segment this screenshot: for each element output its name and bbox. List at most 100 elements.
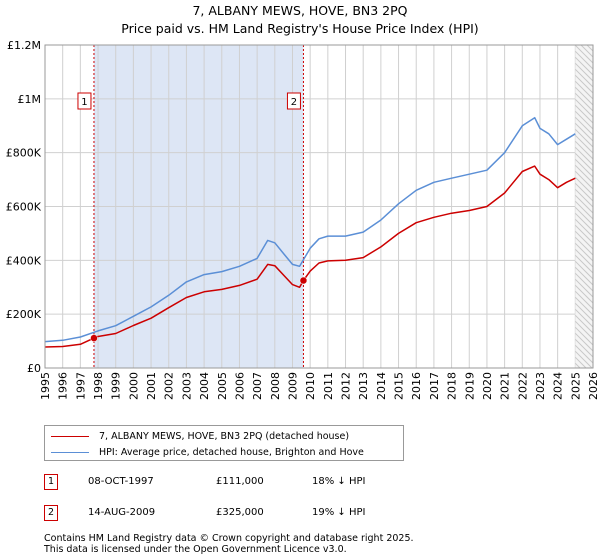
x-tick-label: 2016	[410, 372, 423, 400]
legend: 7, ALBANY MEWS, HOVE, BN3 2PQ (detached …	[44, 425, 404, 461]
hatch-line	[574, 350, 593, 369]
hatch-line	[574, 248, 594, 268]
hatch-line	[574, 158, 594, 178]
x-tick-label: 2026	[587, 372, 600, 400]
sale-points	[90, 276, 308, 342]
y-tick-label: £600K	[6, 201, 42, 214]
hatch-line	[574, 266, 594, 286]
hatch-line	[574, 116, 594, 136]
x-tick-label: 2025	[569, 372, 582, 400]
hatch-line	[574, 62, 594, 82]
hatch-line	[574, 140, 594, 160]
hatch-line	[574, 332, 594, 352]
x-tick-label: 2024	[552, 372, 565, 400]
hpi-series-line	[44, 116, 576, 343]
x-tick-label: 2021	[499, 372, 512, 400]
hatch-region	[574, 44, 594, 369]
legend-item-hpi: HPI: Average price, detached house, Brig…	[51, 444, 364, 460]
hatch-line	[574, 260, 594, 280]
x-tick-label: 2020	[481, 372, 494, 400]
hatch-line	[574, 110, 594, 130]
transaction-row: 2 14-AUG-2009 £325,000 19% ↓ HPI	[44, 505, 444, 525]
hatch-line	[574, 122, 594, 142]
hatch-line	[574, 242, 594, 262]
hatch-line	[574, 98, 594, 118]
y-tick-label: £200K	[6, 308, 42, 321]
hatch-line	[586, 44, 594, 52]
hatch-line	[574, 134, 594, 154]
x-tick-label: 2013	[357, 372, 370, 400]
hatch-line	[574, 356, 587, 369]
footer-line2: This data is licensed under the Open Gov…	[44, 544, 347, 555]
x-tick-label: 2018	[446, 372, 459, 400]
x-tick-label: 2004	[198, 372, 211, 400]
hatch-line	[574, 188, 594, 208]
hatch-line	[574, 92, 594, 112]
hatch-line	[574, 344, 594, 364]
hatch-line	[574, 182, 594, 202]
annotation-label: 2	[291, 97, 297, 108]
hatch-line	[574, 314, 594, 334]
transaction-price: £111,000	[216, 476, 264, 487]
transaction-hpi: 19% ↓ HPI	[312, 507, 366, 518]
hatch-line	[574, 152, 594, 172]
legend-label-hpi: HPI: Average price, detached house, Brig…	[99, 446, 364, 458]
hatch-line	[574, 104, 594, 124]
transaction-row: 1 08-OCT-1997 £111,000 18% ↓ HPI	[44, 474, 444, 494]
x-tick-label: 2002	[163, 372, 176, 400]
chart-title-line1: 7, ALBANY MEWS, HOVE, BN3 2PQ	[192, 3, 408, 18]
x-tick-label: 2007	[251, 372, 264, 400]
hatch-line	[574, 194, 594, 214]
x-tick-label: 1996	[57, 372, 70, 400]
sale-point	[90, 334, 98, 342]
sale-point	[299, 276, 308, 285]
x-tick-label: 2012	[340, 372, 353, 400]
property-series-line	[44, 165, 576, 348]
sale-markers	[93, 45, 304, 368]
transaction-badge: 1	[44, 474, 58, 490]
x-tick-label: 2009	[286, 372, 299, 400]
hatch-line	[574, 206, 594, 226]
hatch-line	[574, 284, 594, 304]
x-tick-label: 1998	[92, 372, 105, 400]
hatch-line	[574, 176, 594, 196]
transaction-price: £325,000	[216, 507, 264, 518]
x-tick-label: 2001	[145, 372, 158, 400]
hatch-line	[574, 56, 594, 76]
plot-frame	[44, 44, 594, 369]
hatch-line	[574, 212, 594, 232]
hatch-line	[574, 164, 594, 184]
x-tick-label: 1995	[39, 372, 52, 400]
hatch-line	[580, 44, 594, 58]
axes	[44, 44, 594, 369]
hatch-line	[574, 224, 594, 244]
y-tick-label: £0	[27, 362, 41, 375]
x-tick-label: 2022	[516, 372, 529, 400]
annotation-label: 1	[81, 97, 87, 108]
x-tick-label: 2017	[428, 372, 441, 400]
hatch-line	[574, 218, 594, 238]
legend-item-property: 7, ALBANY MEWS, HOVE, BN3 2PQ (detached …	[51, 428, 349, 444]
legend-swatch-hpi	[51, 451, 89, 453]
hatch-line	[574, 200, 594, 220]
hatch-line	[574, 320, 594, 340]
y-tick-label: £400K	[6, 254, 42, 267]
x-tick-label: 2005	[216, 372, 229, 400]
transaction-date: 08-OCT-1997	[88, 476, 154, 487]
hatch-line	[574, 278, 594, 298]
x-tick-label: 2006	[233, 372, 246, 400]
y-tick-labels: £0 £200K £400K £600K £800K £1M £1.2M	[6, 39, 42, 375]
hatch-line	[574, 302, 594, 322]
x-tick-label: 2015	[393, 372, 406, 400]
footer: Contains HM Land Registry data © Crown c…	[44, 533, 414, 555]
legend-label-property: 7, ALBANY MEWS, HOVE, BN3 2PQ (detached …	[99, 430, 350, 442]
hatch-line	[574, 236, 594, 256]
x-tick-label: 2019	[463, 372, 476, 400]
transaction-hpi: 18% ↓ HPI	[312, 476, 366, 487]
x-tick-label: 2014	[375, 372, 388, 400]
hatch-line	[574, 128, 594, 148]
footer-line1: Contains HM Land Registry data © Crown c…	[44, 533, 414, 544]
x-tick-label: 1997	[74, 372, 87, 400]
x-tick-label: 1999	[110, 372, 123, 400]
